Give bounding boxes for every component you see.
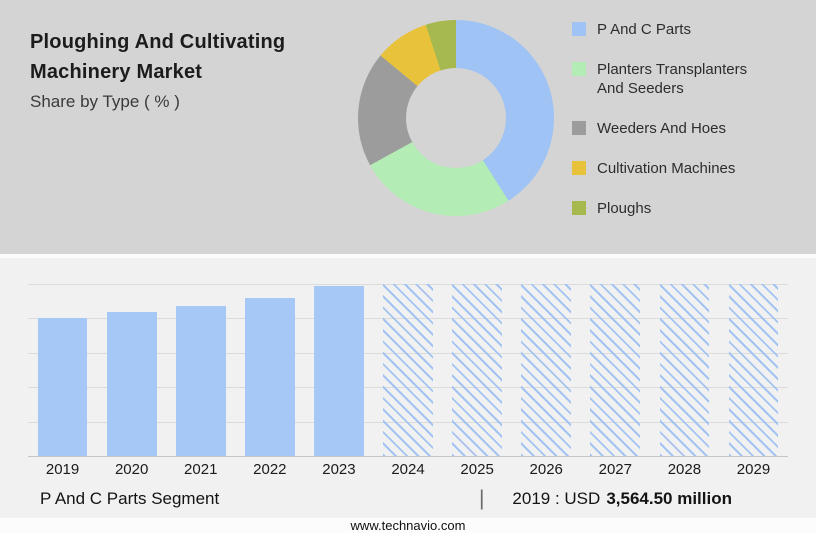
legend-item: Ploughs bbox=[572, 199, 777, 218]
legend-swatch bbox=[572, 161, 586, 175]
legend-label: Planters Transplanters And Seeders bbox=[597, 61, 748, 97]
historic-bar bbox=[106, 311, 157, 456]
forecast-bar bbox=[659, 284, 710, 456]
bar-slot bbox=[304, 284, 373, 456]
x-axis-label: 2022 bbox=[253, 461, 287, 478]
x-axis-label: 2021 bbox=[184, 461, 218, 478]
historic-bar bbox=[175, 306, 226, 456]
x-axis-label: 2020 bbox=[114, 461, 149, 478]
bar-slot bbox=[166, 284, 235, 456]
page-title: Ploughing And Cultivating Machinery Mark… bbox=[30, 31, 286, 83]
stat-value: 3,564.50 million bbox=[606, 489, 732, 508]
legend-item: Weeders And Hoes bbox=[572, 119, 777, 138]
bar-slot bbox=[650, 284, 719, 456]
plot bbox=[28, 284, 788, 457]
legend-label: Ploughs bbox=[597, 200, 652, 217]
bar-slot bbox=[28, 284, 97, 456]
bar-slot bbox=[235, 284, 304, 456]
segment-label: P And C Parts Segment bbox=[40, 489, 220, 508]
x-axis-label: 2025 bbox=[460, 461, 494, 478]
x-axis-label: 2028 bbox=[667, 461, 702, 478]
legend-label: P And C Parts bbox=[597, 21, 691, 38]
historic-bar bbox=[314, 285, 364, 456]
forecast-bar bbox=[590, 284, 641, 456]
bar-slot bbox=[373, 284, 442, 456]
forecast-bar bbox=[452, 284, 502, 456]
legend: P And C Parts Planters Transplanters And … bbox=[572, 20, 777, 218]
legend-swatch bbox=[572, 201, 586, 215]
header-panel: Ploughing And Cultivating Machinery Mark… bbox=[0, 0, 816, 254]
website-link[interactable]: www.technavio.com bbox=[350, 518, 466, 533]
historic-bar bbox=[37, 318, 88, 456]
legend-label: Weeders And Hoes bbox=[597, 120, 726, 137]
x-axis-label: 2019 bbox=[45, 461, 80, 478]
bars bbox=[28, 284, 788, 456]
plot-wrap bbox=[0, 258, 816, 457]
bar-slot bbox=[719, 284, 788, 456]
legend-item: Cultivation Machines bbox=[572, 159, 777, 178]
bar-slot bbox=[443, 284, 512, 456]
bar-chart-panel: 2019 2020 2021 2022 2023 2024 2025 2026 2027 2028… bbox=[0, 254, 816, 533]
forecast-bar bbox=[383, 284, 433, 456]
bar-slot bbox=[512, 284, 581, 456]
caption-separator: | bbox=[478, 487, 485, 510]
historic-bar bbox=[244, 297, 295, 456]
legend-item: Planters Transplanters And Seeders bbox=[572, 60, 777, 98]
legend-label: Cultivation Machines bbox=[597, 160, 736, 177]
forecast-bar bbox=[728, 284, 779, 456]
x-axis-labels: 2019 2020 2021 2022 2023 2024 2025 2026 2027 2028… bbox=[0, 461, 816, 478]
x-axis-label: 2029 bbox=[736, 461, 771, 478]
x-axis-label: 2024 bbox=[391, 461, 425, 478]
donut-chart bbox=[358, 20, 554, 216]
forecast-bar bbox=[521, 284, 572, 456]
x-axis-label: 2023 bbox=[322, 461, 356, 478]
caption-row: P And C Parts Segment | 2019 : USD 3,564.… bbox=[0, 487, 816, 511]
legend-item: P And C Parts bbox=[572, 20, 777, 39]
stat-prefix: 2019 : USD bbox=[512, 489, 601, 508]
x-axis-label: 2027 bbox=[598, 461, 632, 478]
donut-hole bbox=[406, 68, 506, 168]
legend-swatch bbox=[572, 22, 586, 36]
legend-swatch bbox=[572, 62, 586, 76]
gridline bbox=[28, 456, 788, 457]
legend-swatch bbox=[572, 121, 586, 135]
bar-slot bbox=[97, 284, 166, 456]
footer-bar: www.technavio.com bbox=[0, 518, 816, 533]
caption-stat: 2019 : USD 3,564.50 million bbox=[512, 489, 732, 509]
chart-subtitle: Share by Type ( % ) bbox=[30, 92, 180, 111]
bar-slot bbox=[581, 284, 650, 456]
x-axis-label: 2026 bbox=[529, 461, 563, 478]
